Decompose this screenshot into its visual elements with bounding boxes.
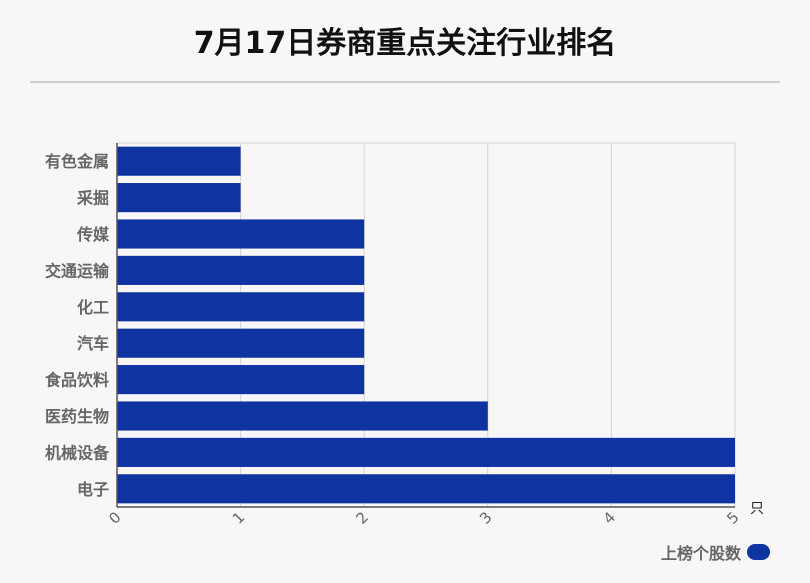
x-tick-label: 0 xyxy=(105,508,124,527)
x-tick-label: 4 xyxy=(600,508,619,527)
legend-label: 上榜个股数 xyxy=(660,544,741,563)
category-label: 采掘 xyxy=(76,189,109,208)
bar-3 xyxy=(117,219,365,249)
bar-7 xyxy=(117,365,365,395)
category-label: 医药生物 xyxy=(45,407,109,426)
x-unit-label: 只 xyxy=(750,501,764,517)
category-label: 食品饮料 xyxy=(44,371,109,390)
category-label: 汽车 xyxy=(77,334,109,353)
x-tick-label: 5 xyxy=(723,508,742,527)
category-label: 传媒 xyxy=(76,225,110,244)
category-label: 交通运输 xyxy=(45,261,110,280)
category-label: 化工 xyxy=(77,298,109,317)
x-tick-label: 1 xyxy=(229,508,248,527)
legend-swatch xyxy=(747,544,770,560)
category-label: 机械设备 xyxy=(45,443,110,462)
chart-title: 7月17日券商重点关注行业排名 xyxy=(193,26,617,61)
title-divider xyxy=(30,81,780,83)
category-label: 有色金属 xyxy=(45,152,109,171)
bar-4 xyxy=(117,255,365,285)
category-label: 电子 xyxy=(77,480,109,499)
bar-1 xyxy=(117,146,241,176)
x-tick-label: 2 xyxy=(352,508,371,527)
x-tick-label: 3 xyxy=(476,508,495,527)
bar-6 xyxy=(117,328,365,358)
bar-9 xyxy=(117,437,735,467)
bar-2 xyxy=(117,183,241,213)
bar-8 xyxy=(117,401,488,431)
bar-10 xyxy=(117,474,735,504)
legend[interactable]: 上榜个股数 xyxy=(661,540,770,564)
bar-5 xyxy=(117,292,365,322)
